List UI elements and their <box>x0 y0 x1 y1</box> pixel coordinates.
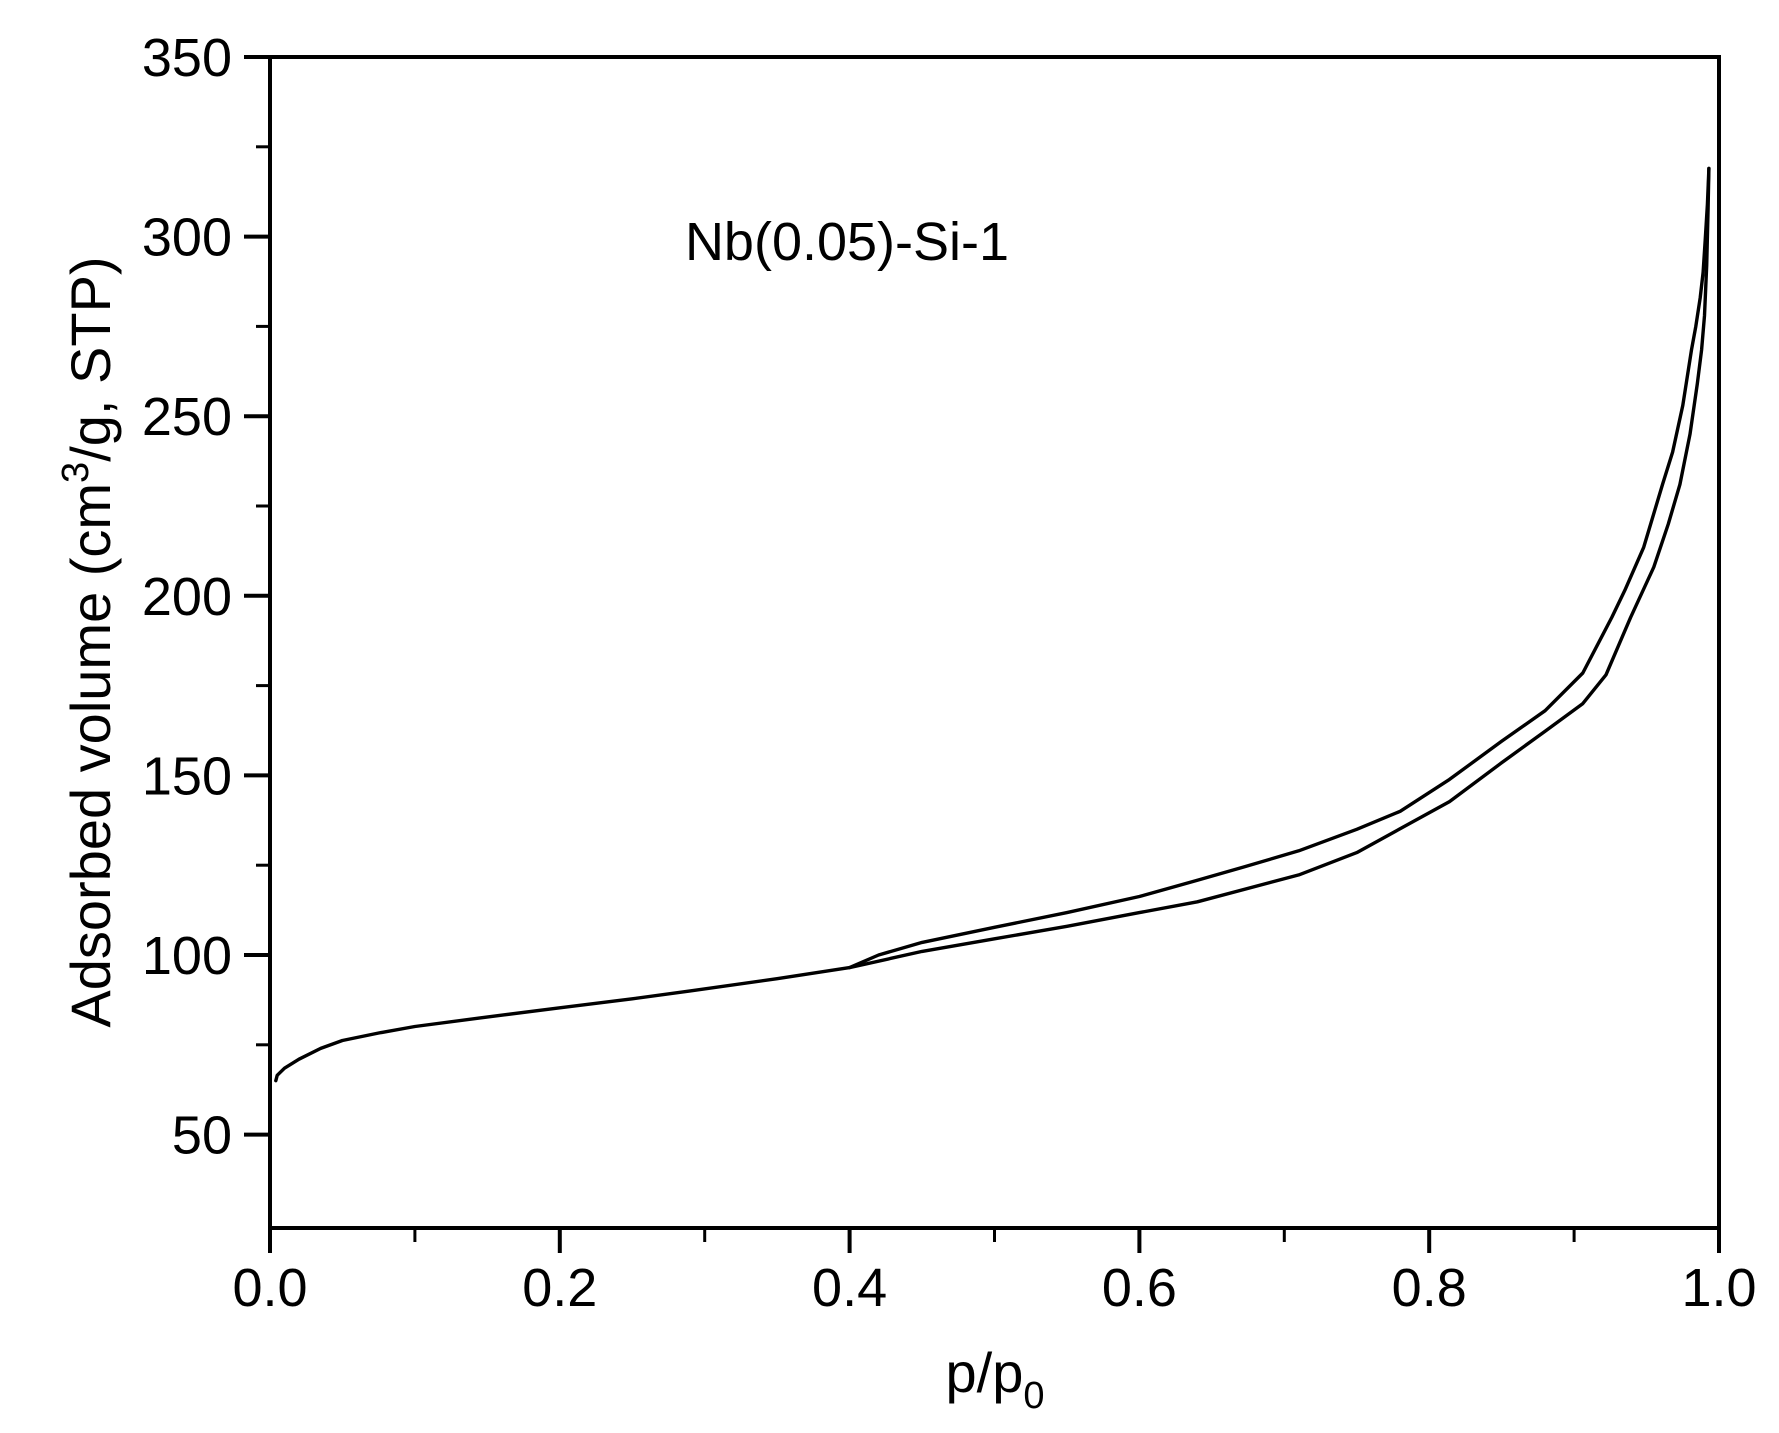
y-axis-label-superscript: 3 <box>55 462 97 483</box>
y-tick-label: 200 <box>142 567 232 627</box>
y-tick-label: 50 <box>172 1106 232 1166</box>
axis-tick-labels: 50 100 150 200 250 300 350 0.0 0.2 0.4 0.6 0.8 1.0 <box>142 28 1757 1318</box>
adsorption-curve <box>274 166 1711 1083</box>
axis-ticks <box>244 55 1721 1253</box>
x-tick-label: 0.6 <box>1102 1258 1177 1318</box>
x-tick-label: 1.0 <box>1681 1258 1756 1318</box>
y-axis-label: Adsorbed volume (cm3/g, STP) <box>55 256 122 1027</box>
x-tick-label: 0.0 <box>232 1258 307 1318</box>
y-tick-label: 100 <box>142 926 232 986</box>
y-tick-label: 350 <box>142 28 232 88</box>
y-axis-label-post: /g, STP) <box>59 256 122 461</box>
desorption-curve <box>847 166 1711 970</box>
y-tick-label: 150 <box>142 746 232 806</box>
x-tick-label: 0.8 <box>1392 1258 1467 1318</box>
x-tick-label: 0.2 <box>522 1258 597 1318</box>
y-tick-label: 300 <box>142 208 232 268</box>
x-axis-label-subscript: 0 <box>1023 1375 1044 1417</box>
y-tick-label: 250 <box>142 387 232 447</box>
x-tick-label: 0.4 <box>812 1258 887 1318</box>
chart-title: Nb(0.05)-Si-1 <box>685 212 1009 272</box>
plot-frame <box>268 55 1721 1230</box>
